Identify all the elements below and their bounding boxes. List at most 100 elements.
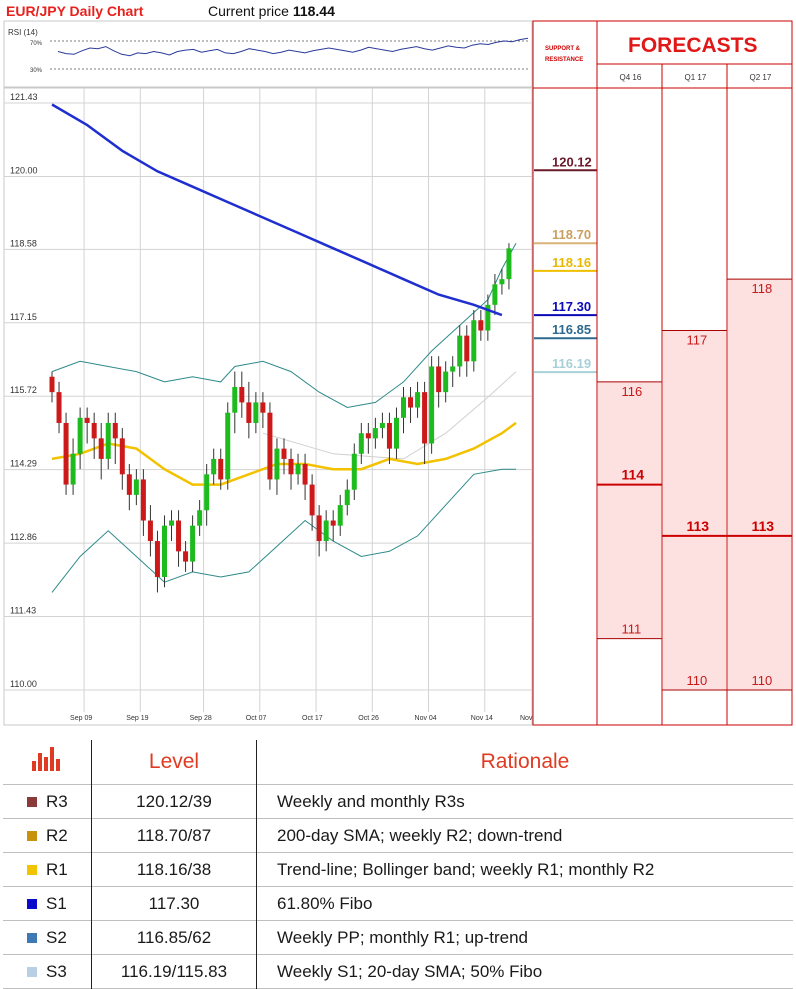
candle-body [197,510,203,526]
forecast-col-label: Q1 17 [685,73,707,82]
level-value: 118.16/38 [91,852,257,887]
current-price: Current price 118.44 [208,3,335,19]
candle-body [77,417,83,454]
candle-body [154,541,160,578]
bollinger-lower [51,468,516,593]
table-header-row: Level Rationale [3,740,793,785]
candle-body [464,335,470,362]
row-name: S2 [3,920,92,955]
candle-body [386,422,392,449]
candle-body [358,433,364,454]
level-rationale: 61.80% Fibo [277,893,373,913]
current-price-value: 118.44 [292,3,335,19]
candle-body [365,433,371,439]
y-tick-label: 112.86 [10,532,37,542]
row-name: S3 [3,954,92,989]
forecast-low-label: 111 [622,622,642,637]
candle-body [98,438,104,459]
table-row: R3 120.12/39 Weekly and monthly R3s [3,784,793,819]
candle-body [288,458,294,475]
candle-body [471,320,477,362]
candle-body [190,525,196,562]
level-rationale: Trend-line; Bollinger band; weekly R1; m… [277,859,655,879]
level-name: R2 [46,825,68,845]
candle-body [49,376,55,393]
sr-level-label: 118.16 [552,255,591,270]
y-tick-label: 115.72 [10,385,37,395]
candle-body [393,417,399,449]
candle-body [379,422,385,429]
sr-level-label: 117.30 [552,299,591,314]
y-tick-label: 118.58 [10,238,37,248]
forecast-col-label: Q2 17 [750,73,772,82]
level-value: 118.70/87 [91,818,257,853]
y-tick-label: 114.29 [10,459,37,469]
candle-body [443,371,449,393]
candle-body [183,551,189,562]
table-row: S1 117.30 61.80% Fibo [3,886,793,921]
chart-canvas: RSI (14) 70% 30% 121.43 120.00 118.58 117.15 11… [3,20,793,726]
level-swatch [27,865,37,876]
candle-body [260,402,266,413]
level-value: 116.19/115.83 [91,954,257,989]
forecast-low-label: 110 [687,673,708,688]
candle-body [119,438,125,475]
candle-body [485,304,491,331]
candle-body [351,453,357,490]
candle-body [429,366,435,444]
forecast-col-label: Q4 16 [620,73,642,82]
candle-body [302,464,308,485]
candle-body [112,422,118,439]
bar-chart-icon [3,740,92,785]
candle-body [70,453,76,485]
y-tick-label: 110.00 [10,679,37,689]
candle-body [218,458,224,480]
candle-body [176,520,182,552]
y-tick-label: 121.43 [10,92,38,102]
levels-table: Level Rationale R3 120.12/39 Weekly and mo… [3,740,793,989]
candle-body [457,335,463,367]
candle-body [337,505,343,526]
rsi-label: RSI (14) [8,28,38,37]
candle-body [267,412,273,480]
x-tick-label: Sep 28 [190,715,212,722]
candle-body [63,422,69,485]
candle-body [232,386,238,413]
sma200-line [51,103,503,317]
candle-body [436,366,442,393]
rsi-70-label: 70% [30,41,43,47]
forecast-range [728,279,791,690]
candle-body [408,397,414,408]
candle-body [344,489,350,506]
forecast-range [598,381,661,639]
sr-level-label: 118.70 [552,227,591,242]
level-swatch [27,933,37,944]
candle-body [295,464,301,475]
x-tick-label: Oct 07 [246,715,267,722]
row-name: R3 [3,784,92,819]
level-name: S1 [46,893,67,913]
level-swatch [27,899,37,910]
level-swatch [27,831,37,842]
y-tick-label: 111.43 [10,606,36,616]
candle-body [401,397,406,418]
candle-body [246,402,252,423]
level-rationale: 200-day SMA; weekly R2; down-trend [277,825,563,845]
level-swatch [27,797,37,808]
candle-body [415,392,421,408]
sr-header-line1: SUPPORT & [545,46,581,52]
forecast-high-label: 116 [622,384,643,399]
table-row: S2 116.85/62 Weekly PP; monthly R1; up-tre… [3,920,793,955]
candle-body [84,417,90,423]
level-swatch [27,967,37,978]
level-value: 116.85/62 [91,920,257,955]
rsi-panel [3,20,533,88]
candle-body [506,248,512,280]
level-rationale: Weekly and monthly R3s [277,791,465,811]
x-tick-label: Nov 04 [415,715,437,722]
y-tick-label: 117.15 [10,312,37,322]
x-tick-label: Nov 23 [520,715,542,722]
current-price-label: Current price [208,3,289,19]
header-level: Level [91,740,257,785]
table-row: R2 118.70/87 200-day SMA; weekly R2; down-… [3,818,793,853]
